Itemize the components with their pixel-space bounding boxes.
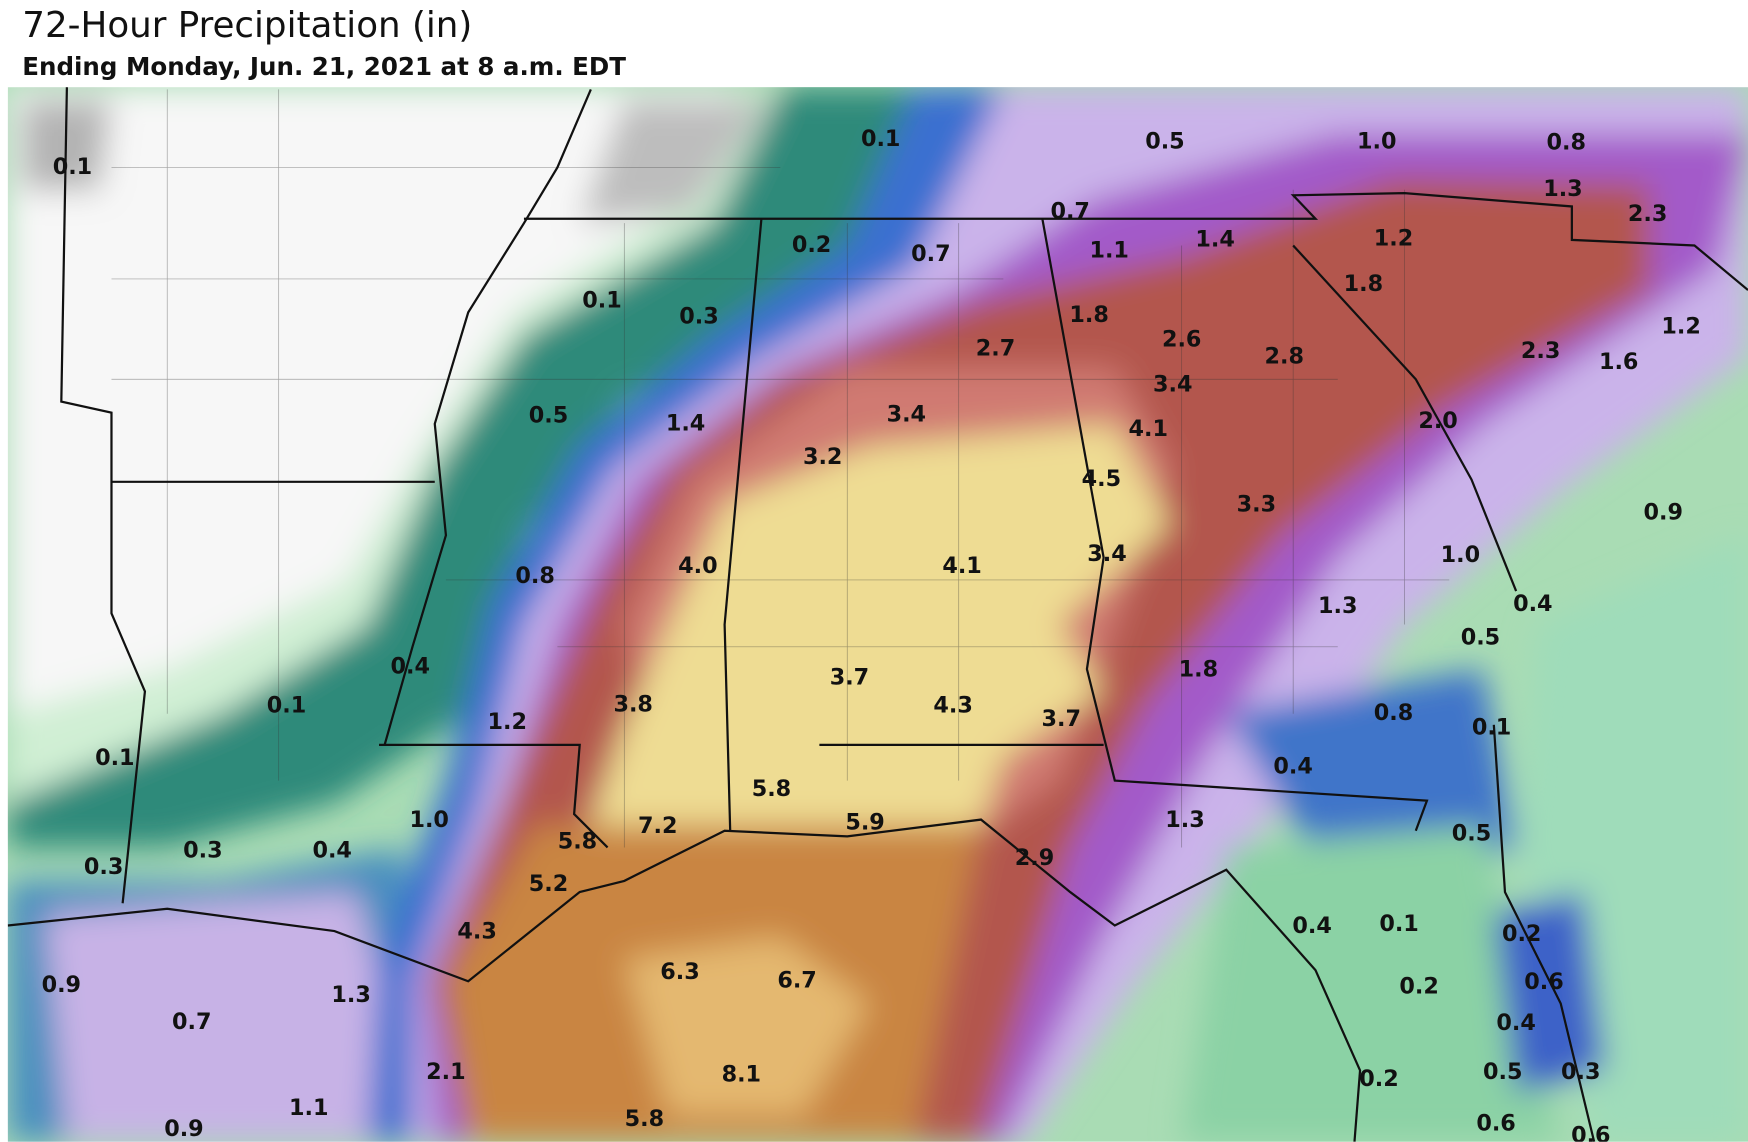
value-label: 1.0 (409, 807, 448, 833)
value-label: 0.4 (1273, 754, 1312, 780)
value-label: 1.3 (331, 982, 370, 1008)
value-label: 0.4 (312, 837, 351, 863)
value-label: 0.1 (861, 126, 900, 152)
value-label: 0.7 (1050, 199, 1089, 225)
value-label: 3.7 (1042, 706, 1081, 732)
value-label: 0.4 (1496, 1010, 1535, 1036)
value-label: 3.8 (613, 691, 652, 717)
value-label: 0.4 (391, 653, 430, 679)
value-label: 0.9 (1644, 500, 1683, 526)
value-label: 1.3 (1318, 593, 1357, 619)
value-label: 2.0 (1418, 408, 1457, 434)
value-label: 0.1 (53, 154, 92, 180)
value-label: 1.0 (1441, 542, 1480, 568)
value-label: 1.3 (1543, 176, 1582, 202)
value-labels: 0.10.1 0.5 1.0 0.81.32.30.71.1 1.4 1.20.2 0.70… (42, 126, 1701, 1142)
value-label: 2.8 (1265, 343, 1304, 369)
value-label: 1.8 (1069, 302, 1108, 328)
value-label: 0.6 (1476, 1110, 1515, 1136)
map-field: 0.10.1 0.5 1.0 0.81.32.30.71.1 1.4 1.20.2 0.70… (7, 87, 1748, 1142)
value-label: 4.1 (1128, 416, 1167, 442)
value-label: 6.7 (777, 968, 816, 994)
value-label: 0.6 (1571, 1123, 1610, 1142)
value-label: 0.8 (515, 563, 554, 589)
value-label: 0.1 (1379, 911, 1418, 937)
value-label: 1.6 (1599, 349, 1638, 375)
value-label: 1.4 (1195, 226, 1234, 252)
value-label: 1.2 (1661, 313, 1700, 339)
value-label: 1.1 (289, 1095, 328, 1121)
value-label: 0.5 (1461, 624, 1500, 650)
value-label: 0.1 (582, 288, 621, 314)
value-label: 0.5 (529, 403, 568, 429)
value-label: 0.3 (1561, 1059, 1600, 1085)
value-label: 2.7 (976, 336, 1015, 362)
value-label: 1.1 (1089, 238, 1128, 264)
value-label: 0.1 (95, 745, 134, 771)
value-label: 0.6 (1524, 969, 1563, 995)
value-label: 0.7 (172, 1009, 211, 1035)
county-lines (111, 89, 1450, 848)
value-label: 5.8 (558, 828, 597, 854)
value-label: 4.5 (1082, 466, 1121, 492)
value-label: 0.5 (1452, 821, 1491, 847)
value-label: 0.4 (1513, 591, 1552, 617)
value-label: 0.8 (1374, 700, 1413, 726)
value-label: 3.2 (803, 444, 842, 470)
value-label: 0.1 (267, 692, 306, 718)
value-label: 0.5 (1483, 1059, 1522, 1085)
value-label: 7.2 (638, 813, 677, 839)
value-label: 4.3 (933, 692, 972, 718)
value-label: 8.1 (722, 1061, 761, 1087)
value-label: 0.2 (792, 232, 831, 258)
value-label: 3.4 (1087, 541, 1126, 567)
value-label: 0.2 (1502, 921, 1541, 947)
value-label: 3.3 (1237, 492, 1276, 518)
value-label: 4.3 (457, 919, 496, 945)
value-label: 1.8 (1344, 271, 1383, 297)
value-label: 0.8 (1547, 129, 1586, 155)
value-label: 0.7 (911, 241, 950, 267)
value-label: 1.2 (487, 709, 526, 735)
value-label: 2.1 (426, 1059, 465, 1085)
value-label: 1.0 (1357, 128, 1396, 154)
value-label: 0.9 (164, 1116, 203, 1142)
value-label: 0.4 (1292, 913, 1331, 939)
value-label: 1.4 (666, 410, 705, 436)
value-label: 3.4 (887, 401, 926, 427)
value-label: 1.8 (1179, 657, 1218, 683)
value-label: 2.3 (1521, 338, 1560, 364)
value-label: 0.1 (1472, 715, 1511, 741)
value-label: 6.3 (660, 959, 699, 985)
value-label: 3.7 (830, 665, 869, 691)
value-label: 2.6 (1162, 327, 1201, 353)
value-label: 0.5 (1145, 128, 1184, 154)
value-label: 2.3 (1628, 201, 1667, 227)
value-label: 1.2 (1374, 225, 1413, 251)
subtitle: Ending Monday, Jun. 21, 2021 at 8 a.m. E… (22, 52, 626, 81)
value-label: 4.0 (678, 553, 717, 579)
value-label: 5.8 (752, 776, 791, 802)
value-label: 0.9 (42, 972, 81, 998)
value-label: 2.9 (1015, 845, 1054, 871)
value-label: 1.3 (1165, 807, 1204, 833)
value-label: 5.2 (529, 871, 568, 897)
value-label: 0.3 (679, 303, 718, 329)
value-label: 0.2 (1359, 1066, 1398, 1092)
title: 72-Hour Precipitation (in) (22, 5, 472, 46)
value-label: 0.2 (1399, 973, 1438, 999)
value-label: 5.8 (625, 1106, 664, 1132)
value-label: 4.1 (942, 553, 981, 579)
value-label: 0.3 (84, 854, 123, 880)
value-label: 0.3 (183, 837, 222, 863)
value-label: 3.4 (1153, 371, 1192, 397)
value-label: 5.9 (845, 809, 884, 835)
state-borders (7, 87, 1748, 1142)
